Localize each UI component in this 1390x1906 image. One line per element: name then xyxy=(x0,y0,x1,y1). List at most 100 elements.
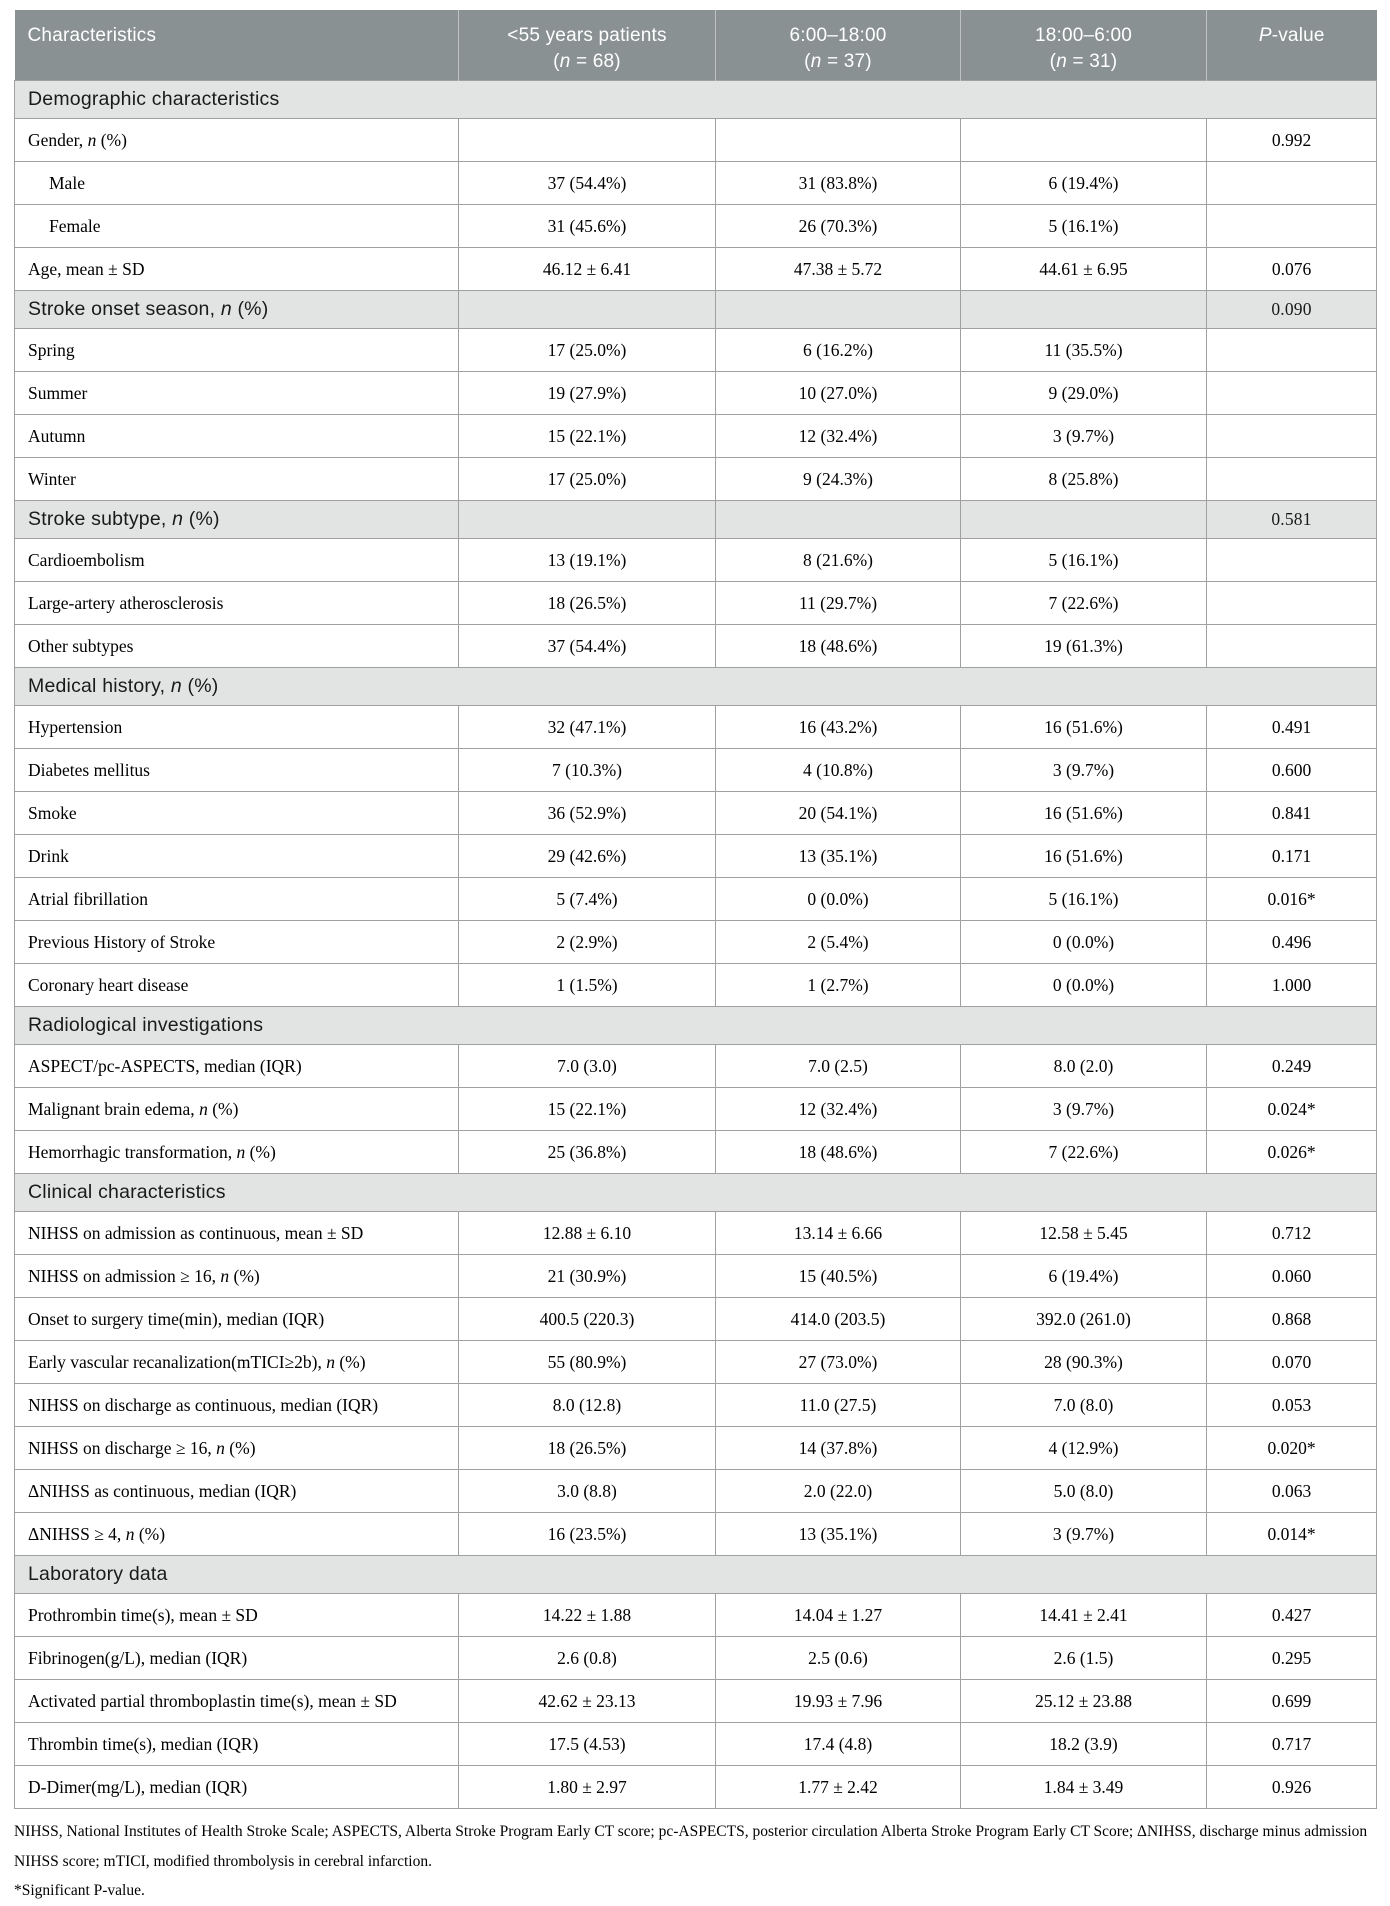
value-cell: 55 (80.9%) xyxy=(458,1340,716,1385)
value-cell: 11.0 (27.5) xyxy=(715,1383,961,1428)
table-row-prothrombin-time-s-mean-sd: Prothrombin time(s), mean ± SD 14.22 ± 1.… xyxy=(14,1593,1377,1638)
value-cell: 1.80 ± 2.97 xyxy=(458,1765,716,1810)
p-value-cell: 0.090 xyxy=(1206,290,1377,330)
table-row-large-artery-atherosclerosis: Large-artery atherosclerosis 18 (26.5%) 11… xyxy=(14,581,1377,626)
row-label: Hypertension xyxy=(14,705,459,750)
table-row-activated-partial-thromboplastin-time-s-: Activated partial thromboplastin time(s)… xyxy=(14,1679,1377,1724)
value-cell: 6 (16.2%) xyxy=(715,328,961,373)
p-value-cell: 0.053 xyxy=(1206,1383,1377,1428)
value-cell: 28 (90.3%) xyxy=(960,1340,1207,1385)
table-row-coronary-heart-disease: Coronary heart disease 1 (1.5%) 1 (2.7%) 0 … xyxy=(14,963,1377,1008)
value-cell: 400.5 (220.3) xyxy=(458,1297,716,1342)
section-row-radiological-investigations: Radiological investigations xyxy=(14,1006,1377,1046)
value-cell: 8.0 (12.8) xyxy=(458,1383,716,1428)
value-cell: 14.41 ± 2.41 xyxy=(960,1593,1207,1638)
table-row-previous-history-of-stroke: Previous History of Stroke 2 (2.9%) 2 (5.4… xyxy=(14,920,1377,965)
header-row: Characteristics <55 years patients (n = 68… xyxy=(14,10,1377,81)
p-value-cell: 0.070 xyxy=(1206,1340,1377,1385)
row-label: ASPECT/pc-ASPECTS, median (IQR) xyxy=(14,1044,459,1089)
row-label: Onset to surgery time(min), median (IQR) xyxy=(14,1297,459,1342)
value-cell: 46.12 ± 6.41 xyxy=(458,247,716,292)
value-cell: 18 (48.6%) xyxy=(715,1130,961,1175)
p-value-cell xyxy=(1206,371,1377,416)
value-cell: 5 (16.1%) xyxy=(960,877,1207,922)
value-cell: 2.0 (22.0) xyxy=(715,1469,961,1514)
value-cell: 5 (7.4%) xyxy=(458,877,716,922)
value-cell: 16 (23.5%) xyxy=(458,1512,716,1557)
p-value-cell xyxy=(1206,581,1377,626)
row-label: D-Dimer(mg/L), median (IQR) xyxy=(14,1765,459,1810)
table-row-malignant-brain-edema-n: Malignant brain edema, n (%) 15 (22.1%) 12… xyxy=(14,1087,1377,1132)
table-row-age-mean-sd: Age, mean ± SD 46.12 ± 6.41 47.38 ± 5.72 44… xyxy=(14,247,1377,292)
row-label: Hemorrhagic transformation, n (%) xyxy=(14,1130,459,1175)
row-label: ΔNIHSS ≥ 4, n (%) xyxy=(14,1512,459,1557)
table-row-early-vascular-recanalization-mtici-2b-n: Early vascular recanalization(mTICI≥2b),… xyxy=(14,1340,1377,1385)
section-row-clinical-characteristics: Clinical characteristics xyxy=(14,1173,1377,1213)
value-cell: 13 (35.1%) xyxy=(715,1512,961,1557)
p-value-cell: 0.699 xyxy=(1206,1679,1377,1724)
footnote-abbreviations: NIHSS, National Institutes of Health Str… xyxy=(14,1823,1368,1870)
table-row-aspect-pc-aspects-median-iqr: ASPECT/pc-ASPECTS, median (IQR) 7.0 (3.0)… xyxy=(14,1044,1377,1089)
section-row-medical-history-n: Medical history, n (%) xyxy=(14,667,1377,707)
row-label: NIHSS on admission as continuous, mean ±… xyxy=(14,1211,459,1256)
value-cell: 9 (24.3%) xyxy=(715,457,961,502)
section-label: Radiological investigations xyxy=(14,1006,1377,1046)
table-row-diabetes-mellitus: Diabetes mellitus 7 (10.3%) 4 (10.8%) 3 (9.… xyxy=(14,748,1377,793)
value-cell: 42.62 ± 23.13 xyxy=(458,1679,716,1724)
section-label: Demographic characteristics xyxy=(14,80,1377,120)
value-cell: 20 (54.1%) xyxy=(715,791,961,836)
value-cell: 2.6 (0.8) xyxy=(458,1636,716,1681)
p-value-cell xyxy=(1206,328,1377,373)
p-value-cell: 0.063 xyxy=(1206,1469,1377,1514)
row-label: Atrial fibrillation xyxy=(14,877,459,922)
value-cell: 392.0 (261.0) xyxy=(960,1297,1207,1342)
p-value-cell: 0.060 xyxy=(1206,1254,1377,1299)
p-value-cell: 0.171 xyxy=(1206,834,1377,879)
p-value-cell: 0.014* xyxy=(1206,1512,1377,1557)
value-cell: 8 (25.8%) xyxy=(960,457,1207,502)
value-cell: 18.2 (3.9) xyxy=(960,1722,1207,1767)
value-cell: 5 (16.1%) xyxy=(960,204,1207,249)
value-cell: 18 (26.5%) xyxy=(458,1426,716,1471)
value-cell: 15 (22.1%) xyxy=(458,1087,716,1132)
col-header-p-value: P-value xyxy=(1206,10,1377,81)
col-header-55-years-patients: <55 years patients (n = 68) xyxy=(458,10,716,81)
value-cell: 12.88 ± 6.10 xyxy=(458,1211,716,1256)
p-value-cell xyxy=(1206,538,1377,583)
row-label: ΔNIHSS as continuous, median (IQR) xyxy=(14,1469,459,1514)
value-cell: 7 (10.3%) xyxy=(458,748,716,793)
patient-characteristics-table: Characteristics <55 years patients (n = 68… xyxy=(14,10,1377,1810)
p-value-cell: 0.581 xyxy=(1206,500,1377,540)
table-row-drink: Drink 29 (42.6%) 13 (35.1%) 16 (51.6%) 0.171 xyxy=(14,834,1377,879)
value-cell: 6 (19.4%) xyxy=(960,1254,1207,1299)
value-cell: 31 (45.6%) xyxy=(458,204,716,249)
value-cell: 19 (27.9%) xyxy=(458,371,716,416)
empty-cell xyxy=(715,290,961,330)
value-cell: 3 (9.7%) xyxy=(960,414,1207,459)
value-cell: 4 (12.9%) xyxy=(960,1426,1207,1471)
section-row-demographic-characteristics: Demographic characteristics xyxy=(14,80,1377,120)
value-cell: 5 (16.1%) xyxy=(960,538,1207,583)
value-cell: 37 (54.4%) xyxy=(458,161,716,206)
row-label: Summer xyxy=(14,371,459,416)
value-cell xyxy=(458,118,716,163)
value-cell: 18 (26.5%) xyxy=(458,581,716,626)
value-cell: 1.84 ± 3.49 xyxy=(960,1765,1207,1810)
table-row-autumn: Autumn 15 (22.1%) 12 (32.4%) 3 (9.7%) xyxy=(14,414,1377,459)
footnote-significance: *Significant P-value. xyxy=(14,1882,145,1900)
p-value-cell xyxy=(1206,457,1377,502)
value-cell: 11 (29.7%) xyxy=(715,581,961,626)
value-cell: 7.0 (2.5) xyxy=(715,1044,961,1089)
row-label: Smoke xyxy=(14,791,459,836)
p-value-cell: 0.868 xyxy=(1206,1297,1377,1342)
row-label: Thrombin time(s), median (IQR) xyxy=(14,1722,459,1767)
value-cell: 14.22 ± 1.88 xyxy=(458,1593,716,1638)
table-row-nihss-on-admission-16-n: NIHSS on admission ≥ 16, n (%) 21 (30.9%)… xyxy=(14,1254,1377,1299)
value-cell: 19 (61.3%) xyxy=(960,624,1207,669)
row-label: Female xyxy=(14,204,459,249)
value-cell: 414.0 (203.5) xyxy=(715,1297,961,1342)
value-cell: 25 (36.8%) xyxy=(458,1130,716,1175)
value-cell: 11 (35.5%) xyxy=(960,328,1207,373)
value-cell: 7.0 (3.0) xyxy=(458,1044,716,1089)
